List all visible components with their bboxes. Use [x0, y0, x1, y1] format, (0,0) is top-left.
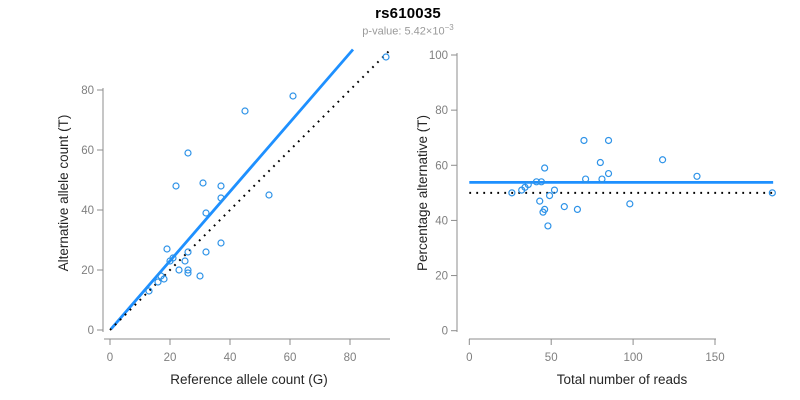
p-value-text: p-value: 5.42×10: [362, 25, 445, 38]
data-point: [154, 278, 162, 286]
data-point: [196, 272, 204, 280]
data-point: [598, 175, 606, 183]
x-tick-label: 0: [466, 352, 472, 364]
x-axis-title: Total number of reads: [557, 372, 688, 387]
x-tick-label: 50: [545, 352, 558, 364]
data-point: [184, 269, 192, 277]
y-axis: 0 20 40 60 80: [81, 85, 104, 337]
p-value-exponent: −3: [444, 23, 454, 32]
y-tick-label: 40: [435, 215, 448, 227]
data-point: [184, 266, 192, 274]
x-tick-label: 20: [164, 352, 177, 364]
y-axis-title: Percentage alternative (T): [415, 115, 430, 271]
data-point: [199, 179, 207, 187]
data-point: [604, 169, 613, 178]
data-point: [217, 194, 225, 202]
x-tick-label: 150: [705, 352, 724, 364]
data-point: [537, 178, 545, 186]
y-tick-label: 60: [81, 145, 94, 157]
figure-title: rs610035: [375, 5, 441, 22]
data-point: [169, 254, 177, 262]
data-point: [160, 275, 168, 283]
data-point: [241, 107, 249, 115]
data-point: [265, 191, 273, 199]
data-points: [508, 136, 776, 230]
data-point: [524, 180, 532, 189]
y-tick-label: 60: [435, 160, 448, 172]
x-tick-label: 60: [284, 352, 297, 364]
data-point: [536, 197, 544, 205]
data-point: [573, 205, 582, 213]
y-tick-label: 80: [435, 105, 448, 117]
regression-line: [110, 48, 355, 330]
x-tick-label: 100: [624, 352, 643, 364]
data-point: [184, 149, 192, 157]
x-tick-label: 80: [344, 352, 357, 364]
data-point: [184, 248, 192, 256]
x-axis: 0 50 100 150: [466, 338, 725, 364]
data-point: [202, 248, 210, 256]
x-tick-label: 40: [224, 352, 237, 364]
data-point: [145, 287, 153, 295]
y-axis-title: Alternative allele count (T): [56, 115, 71, 272]
identity-line: [109, 50, 390, 331]
data-point: [202, 209, 210, 217]
y-tick-label: 0: [88, 325, 94, 337]
data-point: [544, 222, 552, 230]
x-axis: 0 20 40 60 80: [104, 338, 390, 364]
data-point: [217, 239, 225, 247]
data-point: [289, 92, 297, 100]
data-point: [541, 205, 549, 213]
y-tick-label: 100: [429, 50, 448, 62]
y-tick-label: 20: [81, 265, 94, 277]
data-point: [581, 175, 590, 183]
data-point: [693, 172, 701, 180]
data-point: [382, 53, 390, 61]
x-tick-label: 0: [107, 352, 113, 364]
data-point: [217, 182, 225, 190]
y-axis: 0 20 40 60 80 100: [429, 50, 458, 338]
data-point: [658, 156, 667, 164]
data-point: [626, 200, 634, 208]
allele-counts-plot: 0 20 40 60 80 0 20 40 60 80 Reference allele count…: [56, 48, 390, 387]
y-tick-label: 20: [435, 271, 448, 283]
data-point: [508, 189, 516, 197]
y-tick-label: 0: [442, 326, 448, 338]
data-point: [163, 245, 171, 253]
data-point: [181, 257, 189, 265]
data-point: [550, 186, 559, 194]
percentage-vs-reads-plot: 0 50 100 150 0 20 40 60 80 100 Total number of rea…: [415, 50, 778, 387]
data-point: [545, 192, 554, 200]
data-point: [768, 189, 776, 197]
data-point: [541, 164, 549, 172]
figure-subtitle: p-value: 5.42×10−3: [8, 23, 800, 38]
data-point: [175, 266, 183, 274]
data-point: [560, 203, 568, 211]
data-point: [532, 178, 541, 186]
data-point: [172, 182, 180, 190]
data-points: [145, 53, 390, 295]
x-axis-title: Reference allele count (G): [170, 372, 328, 387]
data-point: [596, 158, 604, 167]
data-point: [580, 136, 588, 145]
data-point: [604, 136, 613, 145]
y-tick-label: 80: [81, 85, 94, 97]
y-tick-label: 40: [81, 205, 94, 217]
